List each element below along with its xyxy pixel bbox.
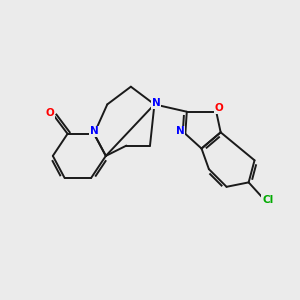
Text: N: N <box>90 126 98 136</box>
Text: N: N <box>176 126 184 136</box>
Text: O: O <box>46 108 54 118</box>
Text: Cl: Cl <box>262 195 273 205</box>
Text: N: N <box>152 98 160 108</box>
Text: O: O <box>215 103 224 113</box>
